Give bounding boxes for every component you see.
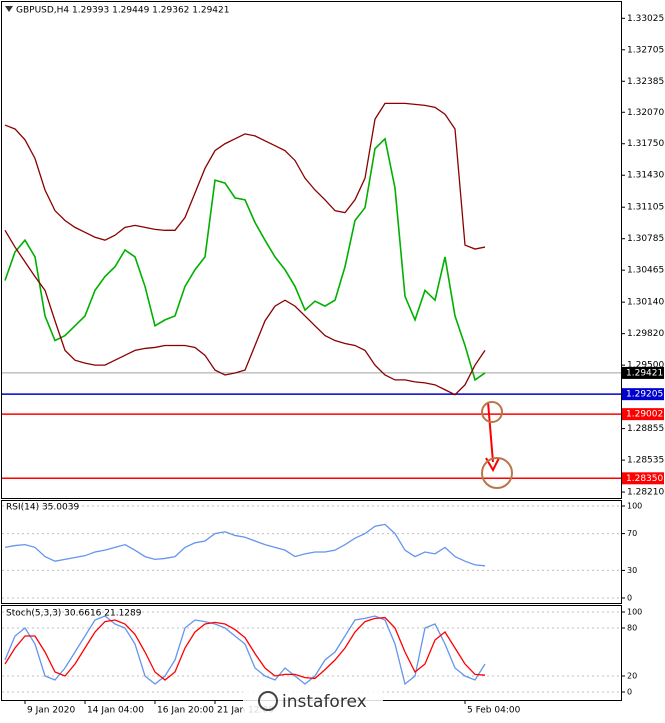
arrow-head (485, 457, 500, 473)
series-line (4, 102, 486, 250)
circle (481, 401, 503, 423)
watermark-box (243, 685, 383, 717)
y-tick-label: 1.32705 (627, 45, 664, 55)
y-tick-label: 30 (627, 566, 637, 575)
watermark-text: instaforex (282, 692, 367, 712)
y-tick-label: 1.28855 (627, 424, 664, 434)
annotation (481, 401, 513, 489)
y-tick-label: 0 (627, 594, 632, 603)
x-tick-label: 16 Jan 20:00 (157, 706, 214, 716)
level-label: 1.28350 (626, 474, 663, 484)
level-label-box (622, 472, 664, 485)
level-label: 1.29205 (626, 390, 663, 400)
y-tick-label: 1.30465 (627, 266, 664, 276)
y-tick-label: 1.28210 (627, 488, 664, 498)
watermark: instaforex (243, 685, 383, 717)
y-tick-label: 1.30140 (627, 298, 664, 308)
y-tick-label: 1.29820 (627, 329, 664, 339)
y-tick-label: 1.28535 (627, 456, 664, 466)
y-tick-label: 1.29500 (627, 361, 664, 371)
main-frame (1, 1, 622, 499)
series-line (4, 137, 486, 382)
x-tick-label: 5 Feb 04:00 (467, 706, 521, 716)
y-tick-label: 1.31430 (627, 171, 664, 181)
arrow-line (487, 401, 494, 463)
rsi-frame (1, 500, 622, 604)
series-line (4, 230, 486, 396)
watermark-logo (258, 691, 278, 711)
x-tick-label: 9 Jan 2020 (27, 706, 75, 716)
level-label: 1.29002 (626, 410, 663, 420)
plot-layer: 1.28210 1.28535 1.28855 1.29500 1.29820 1.301… (2, 6, 664, 716)
y-tick-label: 1.33025 (627, 14, 664, 24)
series-line (4, 523, 486, 567)
last-price-label: 1.29421 (626, 368, 663, 378)
y-tick-label: 0 (627, 688, 632, 697)
y-tick-label: 1.31105 (627, 203, 664, 213)
level-label-box (622, 388, 664, 401)
last-price-box (622, 366, 664, 379)
x-tick-label: 14 Jan 04:00 (87, 706, 144, 716)
y-tick-label: 1.31750 (627, 139, 664, 149)
y-tick-label: 80 (627, 624, 637, 633)
series-line (4, 615, 486, 686)
y-tick-label: 100 (627, 608, 642, 617)
panel-title: RSI(14) 35.0039 (6, 503, 79, 513)
y-tick-label: 100 (627, 502, 642, 511)
level-label-box (622, 408, 664, 421)
panel-title: Stoch(5,3,3) 30.6616 21.1289 (6, 609, 142, 619)
y-tick-label: 1.32385 (627, 77, 664, 87)
y-tick-label: 1.32070 (627, 108, 664, 118)
circle (481, 457, 513, 489)
symbol-icon (5, 6, 13, 12)
series-line (4, 616, 486, 681)
y-tick-label: 70 (627, 529, 637, 538)
panel-title: GBPUSD,H4 1.29393 1.29449 1.29362 1.2942… (16, 6, 229, 16)
y-tick-label: 20 (627, 672, 637, 681)
y-tick-label: 1.30785 (627, 234, 664, 244)
